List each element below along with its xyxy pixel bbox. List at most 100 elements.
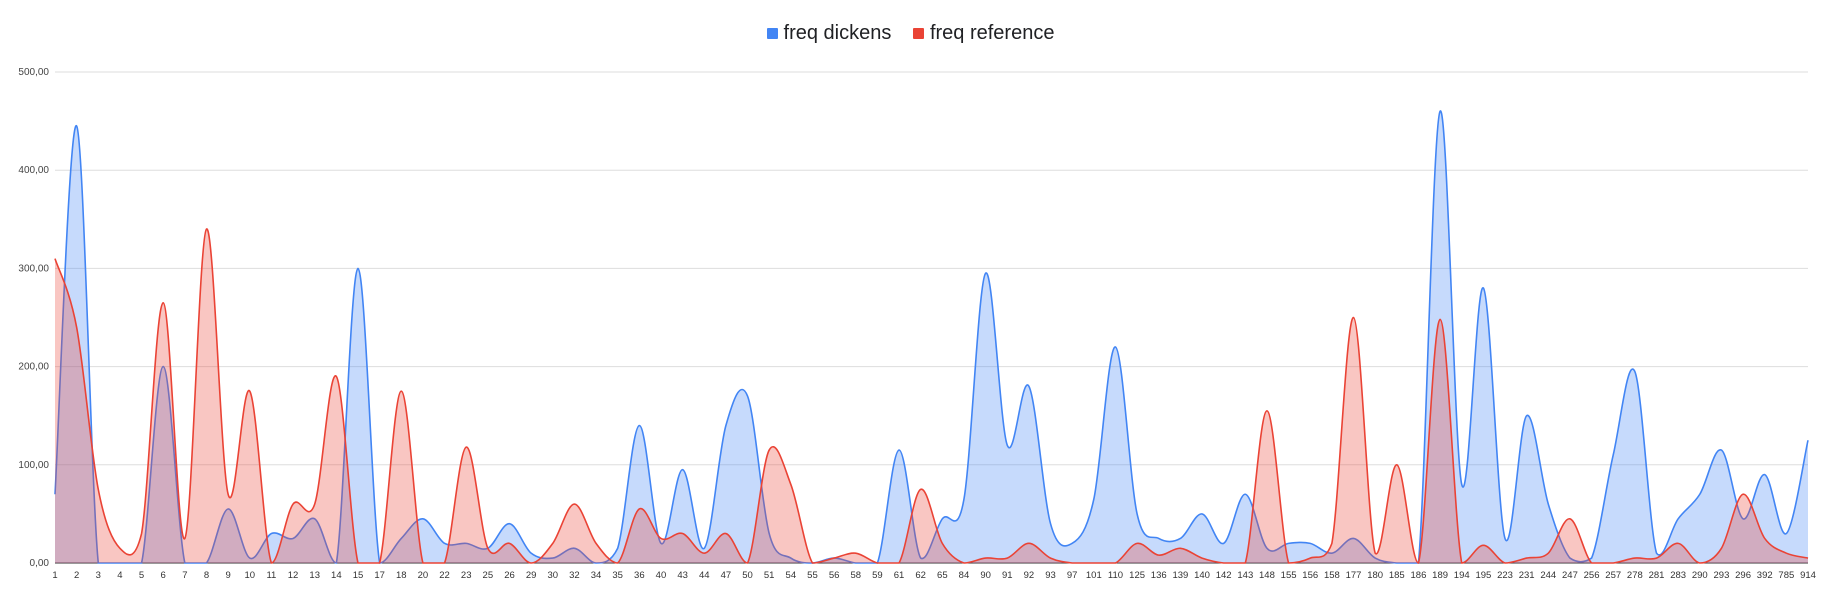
x-tick-label: 93 bbox=[1045, 570, 1056, 581]
x-tick-label: 23 bbox=[461, 570, 472, 581]
y-tick-label: 400,00 bbox=[18, 165, 49, 176]
legend: freq dickens freq reference bbox=[0, 22, 1821, 45]
x-tick-label: 5 bbox=[139, 570, 144, 581]
x-tick-label: 177 bbox=[1346, 570, 1362, 581]
x-tick-label: 186 bbox=[1411, 570, 1427, 581]
x-tick-label: 256 bbox=[1584, 570, 1600, 581]
x-tick-label: 140 bbox=[1194, 570, 1210, 581]
x-tick-label: 1 bbox=[52, 570, 57, 581]
x-tick-label: 44 bbox=[699, 570, 710, 581]
x-tick-label: 281 bbox=[1649, 570, 1665, 581]
x-tick-label: 20 bbox=[418, 570, 429, 581]
x-tick-label: 84 bbox=[959, 570, 970, 581]
x-tick-label: 10 bbox=[244, 570, 255, 581]
x-tick-label: 194 bbox=[1454, 570, 1470, 581]
y-tick-label: 100,00 bbox=[18, 460, 49, 471]
x-tick-label: 12 bbox=[288, 570, 299, 581]
x-tick-label: 11 bbox=[266, 570, 276, 581]
x-tick-label: 35 bbox=[612, 570, 623, 581]
x-tick-label: 32 bbox=[569, 570, 580, 581]
x-tick-label: 231 bbox=[1519, 570, 1535, 581]
x-tick-label: 29 bbox=[526, 570, 537, 581]
x-tick-label: 62 bbox=[915, 570, 926, 581]
x-tick-label: 156 bbox=[1302, 570, 1318, 581]
x-tick-label: 91 bbox=[1002, 570, 1013, 581]
x-tick-label: 40 bbox=[656, 570, 667, 581]
x-tick-label: 155 bbox=[1281, 570, 1297, 581]
x-tick-label: 189 bbox=[1432, 570, 1448, 581]
x-tick-label: 244 bbox=[1540, 570, 1556, 581]
x-tick-label: 142 bbox=[1216, 570, 1232, 581]
x-tick-label: 6 bbox=[161, 570, 166, 581]
x-tick-label: 139 bbox=[1172, 570, 1188, 581]
legend-label-reference: freq reference bbox=[929, 22, 1055, 44]
legend-label-dickens: freq dickens bbox=[783, 22, 892, 44]
x-tick-label: 110 bbox=[1108, 570, 1123, 581]
x-tick-label: 257 bbox=[1605, 570, 1621, 581]
x-tick-label: 90 bbox=[980, 570, 991, 581]
x-tick-label: 61 bbox=[894, 570, 905, 581]
x-tick-label: 293 bbox=[1714, 570, 1730, 581]
x-tick-label: 14 bbox=[331, 570, 342, 581]
x-tick-label: 101 bbox=[1086, 570, 1102, 581]
x-tick-label: 56 bbox=[829, 570, 840, 581]
x-tick-label: 47 bbox=[721, 570, 732, 581]
x-tick-label: 283 bbox=[1670, 570, 1686, 581]
x-tick-label: 180 bbox=[1367, 570, 1383, 581]
x-tick-label: 195 bbox=[1475, 570, 1491, 581]
x-tick-label: 97 bbox=[1067, 570, 1078, 581]
x-tick-label: 36 bbox=[634, 570, 645, 581]
y-tick-label: 200,00 bbox=[18, 362, 49, 373]
x-tick-label: 2 bbox=[74, 570, 79, 581]
x-tick-label: 247 bbox=[1562, 570, 1578, 581]
y-tick-label: 300,00 bbox=[18, 263, 49, 274]
x-tick-label: 392 bbox=[1757, 570, 1773, 581]
x-tick-label: 785 bbox=[1778, 570, 1794, 581]
x-tick-label: 34 bbox=[591, 570, 602, 581]
x-tick-label: 290 bbox=[1692, 570, 1708, 581]
series-line-dickens bbox=[54, 110, 1809, 564]
series-line-reference bbox=[54, 228, 1809, 564]
x-tick-label: 43 bbox=[677, 570, 688, 581]
x-tick-label: 92 bbox=[1024, 570, 1035, 581]
y-tick-label: 0,00 bbox=[30, 558, 50, 569]
x-tick-label: 223 bbox=[1497, 570, 1513, 581]
y-tick-label: 500,00 bbox=[18, 67, 49, 78]
x-tick-label: 55 bbox=[807, 570, 818, 581]
x-tick-label: 143 bbox=[1237, 570, 1253, 581]
x-tick-label: 17 bbox=[374, 570, 385, 581]
x-tick-label: 3 bbox=[96, 570, 101, 581]
x-tick-label: 158 bbox=[1324, 570, 1340, 581]
x-tick-label: 18 bbox=[396, 570, 407, 581]
x-tick-label: 148 bbox=[1259, 570, 1275, 581]
series-area-reference bbox=[55, 228, 1808, 563]
x-tick-label: 15 bbox=[353, 570, 364, 581]
x-tick-label: 185 bbox=[1389, 570, 1405, 581]
x-tick-label: 30 bbox=[547, 570, 558, 581]
x-tick-label: 22 bbox=[439, 570, 450, 581]
legend-item-reference[interactable]: freq reference bbox=[912, 22, 1055, 45]
x-tick-label: 25 bbox=[483, 570, 494, 581]
x-tick-label: 278 bbox=[1627, 570, 1643, 581]
x-tick-label: 914 bbox=[1800, 570, 1816, 581]
x-tick-label: 9 bbox=[225, 570, 230, 581]
x-tick-label: 51 bbox=[764, 570, 775, 581]
x-tick-label: 296 bbox=[1735, 570, 1751, 581]
x-tick-label: 58 bbox=[850, 570, 861, 581]
series-area-dickens bbox=[55, 110, 1808, 564]
x-tick-label: 50 bbox=[742, 570, 753, 581]
x-tick-label: 13 bbox=[309, 570, 320, 581]
legend-swatch-reference bbox=[912, 28, 924, 39]
x-tick-label: 7 bbox=[182, 570, 187, 581]
x-tick-label: 26 bbox=[504, 570, 515, 581]
legend-item-dickens[interactable]: freq dickens bbox=[766, 22, 892, 45]
x-tick-label: 136 bbox=[1151, 570, 1167, 581]
legend-swatch-dickens bbox=[766, 28, 778, 39]
x-tick-label: 4 bbox=[117, 570, 122, 581]
x-tick-label: 125 bbox=[1129, 570, 1145, 581]
x-tick-label: 8 bbox=[204, 570, 209, 581]
x-tick-label: 59 bbox=[872, 570, 883, 581]
x-tick-label: 54 bbox=[786, 570, 797, 581]
